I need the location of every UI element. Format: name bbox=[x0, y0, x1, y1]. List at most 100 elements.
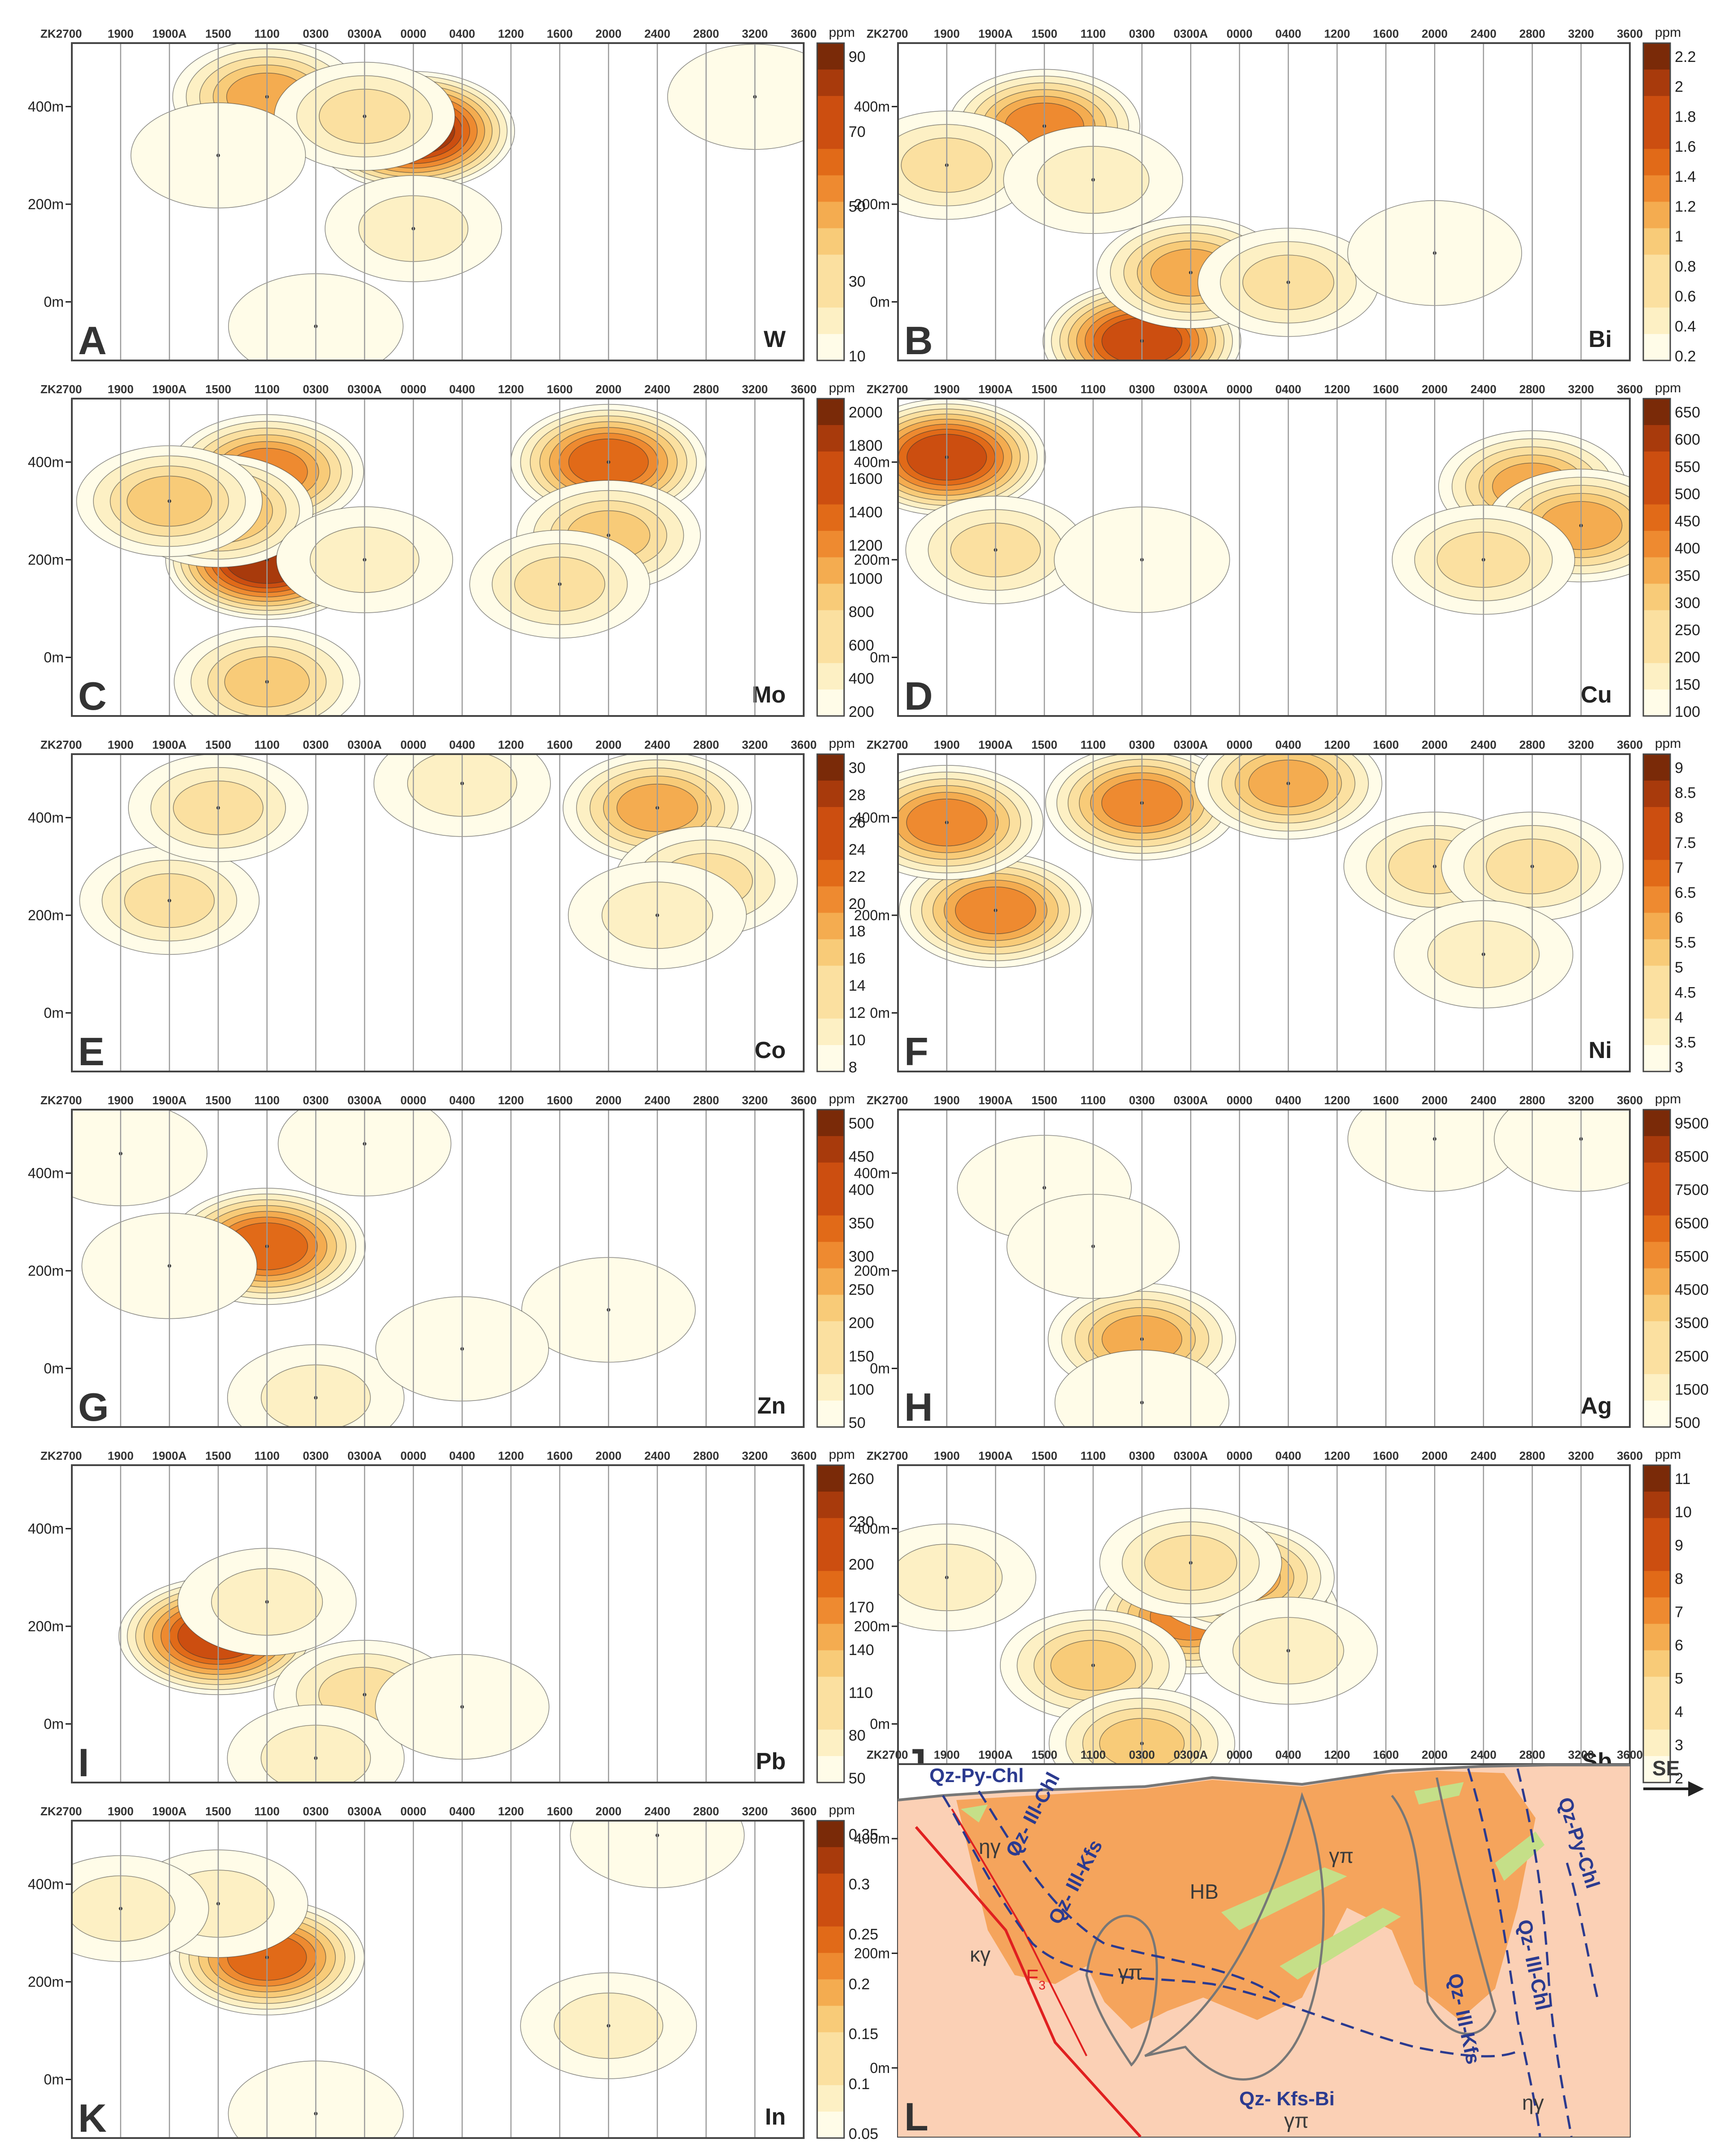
y-tick-label: 0m bbox=[870, 294, 890, 310]
colorbar-tick-label: 2 bbox=[1675, 79, 1683, 96]
colorbar-segment bbox=[817, 399, 844, 426]
drillhole-label: 1900 bbox=[108, 27, 134, 40]
alteration-zone-orange bbox=[956, 1771, 1536, 2029]
colorbar-tick-label: 200 bbox=[1675, 649, 1700, 666]
colorbar-segment bbox=[817, 202, 844, 229]
colorbar-tick-label: 50 bbox=[849, 198, 866, 215]
panel-axes: ZK2700 1900 1900A 1500 1100 0300 0300A 0000 0400… bbox=[28, 738, 817, 1072]
colorbar-segment bbox=[1643, 122, 1670, 149]
colorbar-segment bbox=[1643, 637, 1670, 664]
colorbar-tick-label: 6500 bbox=[1675, 1215, 1709, 1232]
colorbar-tick-label: 300 bbox=[849, 1248, 874, 1265]
colorbar-tick-label: 3 bbox=[1675, 1737, 1683, 1754]
drillhole-label: 3200 bbox=[742, 1093, 768, 1107]
panel-i: I Pb ppm 260 230 200 170 140 110 80 50 bbox=[72, 1447, 874, 1787]
y-tick-label: 0m bbox=[44, 1005, 64, 1021]
blue-dashed-boundary bbox=[942, 1795, 1518, 2058]
colorbar-tick-label: 1.4 bbox=[1675, 168, 1696, 185]
drillhole-label: 1900A bbox=[152, 382, 187, 396]
plot-frame bbox=[71, 1464, 805, 1783]
colorbar-tick-label: 3.5 bbox=[1675, 1034, 1696, 1051]
colorbar-segment bbox=[1643, 228, 1670, 255]
drillhole-label: 1500 bbox=[1031, 738, 1057, 751]
colorbar-segment bbox=[1643, 833, 1670, 861]
drillhole-label: 3600 bbox=[791, 1805, 817, 1818]
drillhole-label: 1100 bbox=[1080, 738, 1105, 751]
drillhole-label: 1200 bbox=[498, 382, 524, 396]
colorbar-segment bbox=[817, 1703, 844, 1730]
drillhole-label: 1500 bbox=[1031, 1093, 1057, 1107]
colorbar-tick-label: 8 bbox=[1675, 1570, 1683, 1587]
colorbar-segment bbox=[1643, 860, 1670, 887]
drillhole-label: 1600 bbox=[1373, 1093, 1399, 1107]
label-gamma-pi-bottom: γπ bbox=[1284, 2109, 1309, 2132]
direction-arrowhead-icon bbox=[1688, 1781, 1704, 1796]
colorbar-segment bbox=[1643, 149, 1670, 176]
y-tick-label: 200m bbox=[28, 1263, 64, 1279]
drillhole-label: 0300 bbox=[1129, 382, 1155, 396]
colorbar-unit: ppm bbox=[829, 25, 855, 40]
colorbar-tick-label: 1.6 bbox=[1675, 138, 1696, 155]
colorbar-tick-label: 30 bbox=[849, 273, 866, 290]
drillhole-label: 3200 bbox=[1568, 738, 1594, 751]
colorbar-tick-label: 3 bbox=[1675, 1059, 1683, 1076]
drillhole-label: 0300 bbox=[303, 27, 329, 40]
drillhole-label: 1100 bbox=[1080, 1748, 1105, 1761]
colorbar-tick-label: 600 bbox=[1675, 431, 1700, 448]
drillhole-label: 0300 bbox=[303, 738, 329, 751]
anomaly-layer bbox=[130, 43, 804, 360]
colorbar-segment bbox=[817, 1518, 844, 1545]
drillhole-label: 2400 bbox=[644, 738, 670, 751]
drillhole-label: 0300 bbox=[1129, 27, 1155, 40]
drillhole-label: 1900 bbox=[108, 1093, 134, 1107]
y-tick-label: 400m bbox=[28, 809, 64, 826]
colorbar-segment bbox=[817, 1401, 844, 1427]
panel-letter: H bbox=[904, 1385, 933, 1429]
drillhole-label: ZK2700 bbox=[867, 382, 908, 396]
drillhole-label: 2800 bbox=[1519, 382, 1545, 396]
colorbar-segment bbox=[817, 689, 844, 716]
y-tick-label: 400m bbox=[28, 1876, 64, 1892]
drillhole-label: 3200 bbox=[1568, 1093, 1594, 1107]
colorbar-tick-label: 10 bbox=[849, 1032, 866, 1049]
colorbar-segment bbox=[817, 1465, 844, 1492]
panel-axes: ZK2700 1900 1900A 1500 1100 0300 0300A 0000 0400… bbox=[854, 382, 1643, 717]
colorbar-segment bbox=[817, 1900, 844, 1927]
drillhole-label: 1100 bbox=[254, 382, 279, 396]
y-tick-label: 200m bbox=[854, 196, 890, 212]
colorbar-tick-label: 80 bbox=[849, 1727, 866, 1744]
drillhole-label: 1900 bbox=[934, 738, 960, 751]
y-tick-label: 200m bbox=[28, 1618, 64, 1634]
panel-c: C Mo ppm 2000 1800 1600 1400 1200 1000 800 600 400 2… bbox=[72, 381, 883, 720]
drillhole-label: 0300A bbox=[1174, 738, 1208, 751]
drillhole-label: 2800 bbox=[693, 382, 719, 396]
colorbar-tick-label: 0.4 bbox=[1675, 318, 1696, 335]
colorbar-segment bbox=[1643, 1465, 1670, 1492]
drillhole-label: 0300A bbox=[1174, 1449, 1208, 1462]
colorbar-tick-label: 0.15 bbox=[849, 2026, 878, 2043]
panel-k: K In ppm 0.35 0.3 0.25 0.2 0.15 0.1 0.05 bbox=[72, 1803, 878, 2143]
element-label: Bi bbox=[1589, 326, 1612, 352]
drillhole-label: 2000 bbox=[1422, 27, 1448, 40]
colorbar-segment bbox=[1643, 334, 1670, 361]
colorbar-tick-label: 250 bbox=[1675, 622, 1700, 639]
colorbar-segment bbox=[1643, 780, 1670, 808]
colorbar-tick-label: 0.2 bbox=[1675, 348, 1696, 365]
panel-e: E Co ppm 30 28 26 24 22 20 18 16 14 12 10 8 bbox=[72, 736, 866, 1076]
colorbar-frame bbox=[1642, 42, 1671, 361]
colorbar-segment bbox=[817, 307, 844, 335]
drillhole-label: 2400 bbox=[644, 1805, 670, 1818]
drillhole-label: 2000 bbox=[595, 27, 621, 40]
drillhole-label: 2800 bbox=[1519, 27, 1545, 40]
colorbar-tick-label: 500 bbox=[849, 1115, 874, 1132]
drillhole-label: 1100 bbox=[1080, 382, 1105, 396]
colorbar-segment bbox=[817, 1624, 844, 1651]
drillhole-label: 1600 bbox=[1373, 382, 1399, 396]
colorbar-tick-label: 7.5 bbox=[1675, 834, 1696, 852]
y-tick-label: 200m bbox=[28, 907, 64, 923]
y-tick-label: 0m bbox=[870, 1716, 890, 1732]
drillhole-label: 0300 bbox=[303, 382, 329, 396]
panel-letter: L bbox=[904, 2095, 929, 2139]
